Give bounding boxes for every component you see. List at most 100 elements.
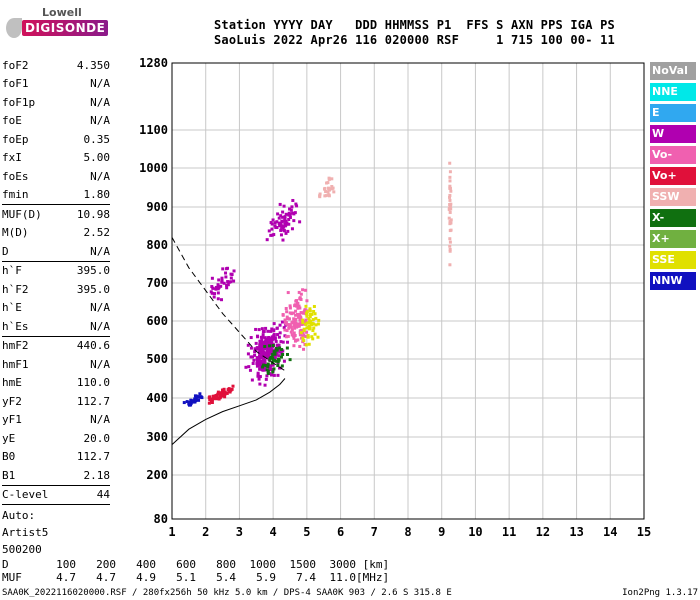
- trace-point: [314, 316, 318, 320]
- polarization-legend: NoVal NNE E W Vo- Vo+ SSW X- X+ SSE NNW: [650, 62, 696, 293]
- trace-point: [288, 215, 292, 219]
- trace-point: [275, 353, 279, 357]
- trace-point: [264, 377, 268, 381]
- trace-point: [191, 400, 195, 404]
- trace-point: [286, 229, 290, 233]
- param-label: foEp: [2, 132, 29, 146]
- trace-point: [271, 218, 275, 222]
- table-cell: 5.1: [176, 571, 196, 584]
- table-cell: 1500: [289, 558, 317, 571]
- trace-point: [279, 340, 283, 344]
- trace-point: [310, 335, 314, 339]
- trace-point: [286, 334, 290, 338]
- trace-point: [324, 190, 328, 194]
- trace-point: [279, 228, 283, 232]
- trace-point: [263, 344, 267, 348]
- trace-point: [275, 326, 279, 330]
- trace-point: [264, 326, 268, 330]
- trace-point: [266, 362, 270, 366]
- trace-point: [302, 310, 306, 314]
- param-value: 110.0: [76, 376, 110, 390]
- trace-point: [196, 395, 200, 399]
- trace-point: [259, 339, 263, 343]
- trace-point: [216, 297, 220, 301]
- trace-point: [244, 365, 248, 369]
- trace-point: [251, 355, 255, 359]
- trace-point: [223, 395, 227, 399]
- trace-point: [268, 344, 272, 348]
- trace-point: [311, 337, 315, 341]
- trace-point: [258, 382, 262, 386]
- param-row: h`F2 395.0: [2, 280, 110, 299]
- trace-point: [288, 304, 292, 308]
- trace-point: [188, 402, 192, 406]
- legend-entry: X+: [650, 230, 696, 248]
- param-row: foEs N/A: [2, 167, 110, 186]
- trace-point: [281, 210, 285, 214]
- trace-point: [270, 361, 274, 365]
- trace-point: [210, 276, 214, 280]
- trace-point: [287, 326, 291, 330]
- trace-point: [266, 340, 270, 344]
- trace-point: [293, 304, 297, 308]
- param-value: N/A: [90, 95, 110, 109]
- y-tick-label: 400: [146, 391, 168, 405]
- trace-point: [448, 193, 452, 197]
- trace-point: [282, 228, 286, 232]
- trace-point: [302, 339, 306, 343]
- trace-point: [302, 347, 306, 351]
- trace-point: [217, 396, 221, 400]
- trace-point: [293, 319, 297, 323]
- trace-point: [277, 216, 281, 220]
- parameter-list: foF2 4.350 foF1 N/A foF1p N/A foE N/A foEp 0.35 fx…: [2, 56, 110, 560]
- trace-point: [220, 388, 224, 392]
- param-row: foF1p N/A: [2, 93, 110, 112]
- param-row: B0 112.7: [2, 448, 110, 467]
- header-line-2: SaoLuis 2022 Apr26 116 020000 RSF 1 715 …: [214, 33, 615, 47]
- header-line-1: Station YYYY DAY DDD HHMMSS P1 FFS S AXN…: [214, 18, 615, 32]
- trace-point: [308, 315, 312, 319]
- param-label: foF1p: [2, 95, 36, 109]
- trace-point: [316, 335, 320, 339]
- param-value: N/A: [90, 301, 110, 315]
- trace-point: [272, 367, 276, 371]
- table-cell: 600: [176, 558, 196, 571]
- trace-point: [225, 283, 229, 287]
- param-label: foEs: [2, 169, 29, 183]
- trace-point: [275, 348, 279, 352]
- trace-point: [262, 365, 266, 369]
- param-value: N/A: [90, 357, 110, 371]
- trace-point: [265, 352, 269, 356]
- param-value: N/A: [90, 169, 110, 183]
- trace-point: [306, 334, 310, 338]
- trace-point: [284, 322, 288, 326]
- param-row: B1 2.18: [2, 466, 110, 485]
- trace-point: [257, 357, 261, 361]
- trace-point: [257, 377, 261, 381]
- trace-point: [261, 333, 265, 337]
- trace-point: [267, 229, 271, 233]
- trace-point: [254, 327, 258, 331]
- trace-point: [448, 198, 452, 202]
- trace-point: [225, 286, 229, 290]
- trace-point: [224, 275, 228, 279]
- trace-point: [270, 342, 274, 346]
- legend-entry: NNW: [650, 272, 696, 290]
- trace-point: [270, 327, 274, 331]
- trace-point: [264, 340, 268, 344]
- trace-point: [274, 346, 278, 350]
- param-label: h`F: [2, 264, 22, 278]
- trace-point: [281, 215, 285, 219]
- trace-point: [231, 384, 235, 388]
- trace-point: [272, 373, 276, 377]
- trace-point: [267, 336, 271, 340]
- param-label: M(D): [2, 226, 29, 240]
- param-value: 2.18: [83, 468, 111, 482]
- trace-point: [312, 326, 316, 330]
- trace-point: [220, 390, 224, 394]
- trace-point: [301, 288, 305, 292]
- trace-point: [220, 276, 224, 280]
- trace-point: [197, 398, 201, 402]
- trace-point: [276, 360, 280, 364]
- trace-point: [298, 344, 302, 348]
